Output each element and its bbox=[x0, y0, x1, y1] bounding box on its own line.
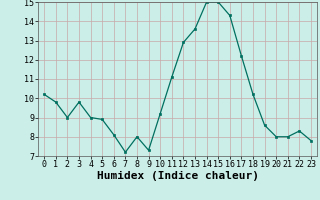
X-axis label: Humidex (Indice chaleur): Humidex (Indice chaleur) bbox=[97, 171, 259, 181]
